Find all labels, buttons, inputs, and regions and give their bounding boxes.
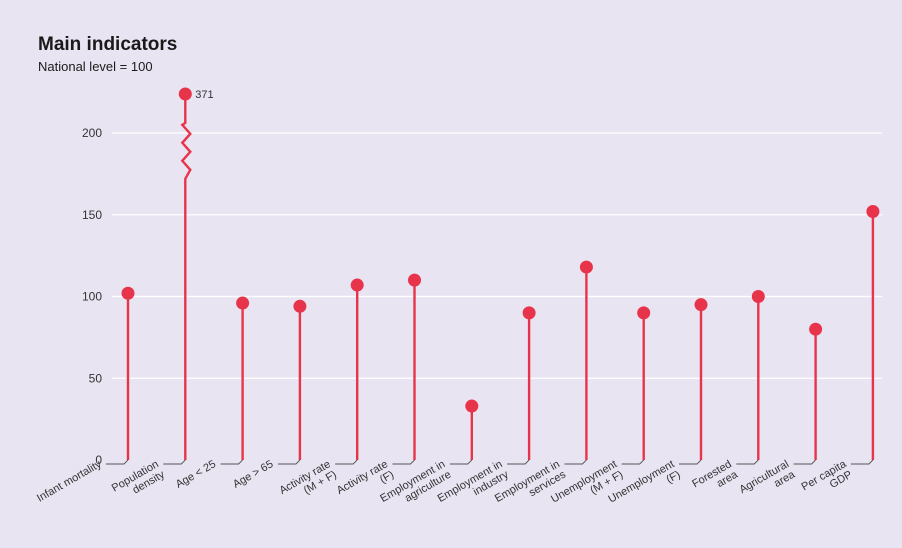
x-category-label: Employment inindustry [436, 458, 511, 515]
y-tick-label: 50 [89, 371, 103, 385]
y-tick-label: 0 [95, 453, 102, 467]
label-leader [277, 459, 301, 465]
x-category-label: Infant mortality [35, 458, 104, 505]
lollipop-point [408, 273, 421, 287]
lollipop-point [236, 296, 250, 310]
label-leader [449, 459, 473, 465]
label-leader [621, 459, 645, 465]
label-leader [679, 459, 702, 465]
label-leader [163, 459, 186, 465]
lollipop-point [579, 260, 593, 274]
label-leader [793, 459, 816, 465]
label-leader [736, 459, 759, 465]
x-category-label: Age < 25 [174, 458, 218, 491]
lollipop-point [121, 286, 135, 300]
lollipop-point [866, 204, 880, 218]
lollipop-point [465, 399, 479, 413]
label-leader [507, 459, 530, 465]
label-leader [564, 459, 587, 465]
label-leader [106, 459, 129, 465]
label-leader [392, 459, 415, 465]
lollipop-point [522, 306, 536, 320]
lollipop-point [809, 322, 823, 336]
x-category-label: Employment inservices [493, 458, 568, 515]
y-tick-label: 200 [82, 126, 102, 140]
x-category-label: Employment inagriculture [378, 458, 453, 515]
x-category-label: Activity rate(M + F) [277, 458, 338, 507]
label-leader [850, 459, 874, 465]
x-category-label: Populationdensity [110, 458, 167, 505]
x-category-label: Agriculturalarea [737, 458, 797, 507]
lollipop-point [694, 298, 708, 312]
chart-subtitle: National level = 100 [38, 59, 153, 74]
lollipop-stem [180, 94, 192, 460]
lollipop-point [350, 278, 364, 292]
lollipop-point [293, 299, 307, 313]
lollipop-point [751, 290, 765, 303]
label-leader [220, 459, 243, 465]
y-tick-label: 100 [82, 290, 102, 304]
lollipop-point [637, 306, 651, 320]
label-leader [335, 459, 358, 465]
data-label: 371 [195, 89, 213, 101]
x-category-label: Per capitaGDP [800, 458, 856, 504]
y-tick-label: 150 [82, 208, 102, 222]
x-category-label: Forestedarea [690, 458, 740, 501]
lollipop-point [178, 87, 192, 101]
chart-title: Main indicators [38, 34, 178, 55]
x-category-label: Age > 65 [231, 458, 275, 491]
